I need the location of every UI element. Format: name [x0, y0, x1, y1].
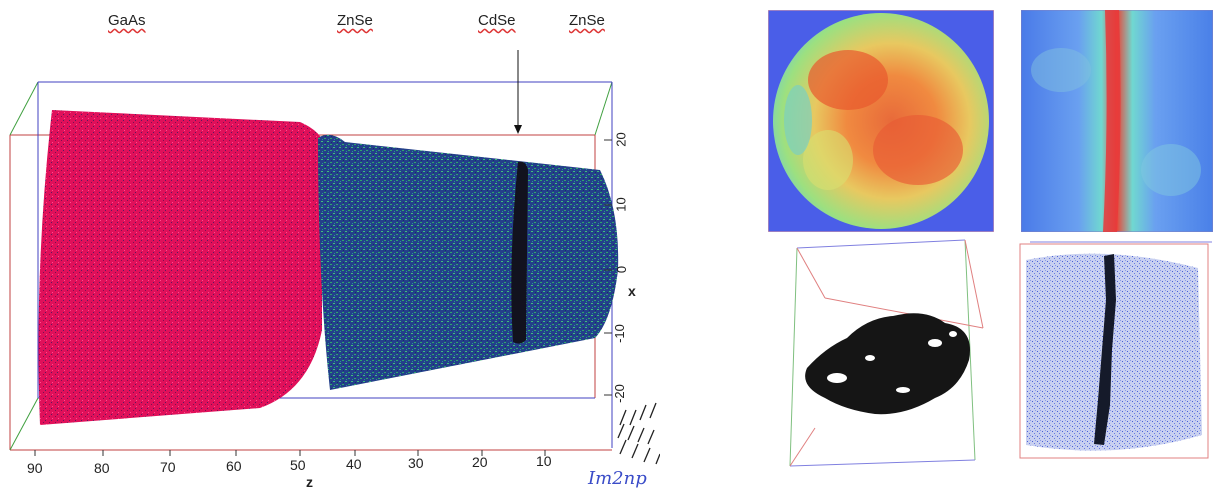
- z-tick-70: 70: [160, 459, 176, 475]
- cross-section-map: [1021, 10, 1213, 232]
- x-axis-ticks: [604, 139, 612, 396]
- x-tick-minus20: -20: [611, 384, 627, 403]
- im2np-logo: Im2np: [588, 468, 647, 489]
- wire-cdse-slab: [1019, 241, 1212, 459]
- z-axis-ticks: [34, 450, 546, 456]
- label-gaas: GaAs: [108, 12, 146, 29]
- label-znse-right: ZnSe: [569, 12, 605, 29]
- gaas-region: [38, 110, 322, 425]
- corner-axis-marks: [617, 402, 660, 465]
- z-tick-90: 90: [27, 460, 43, 476]
- x-tick-20: 20: [613, 132, 629, 147]
- x-axis-label: x: [628, 283, 636, 299]
- z-tick-40: 40: [346, 456, 362, 472]
- isosurface-box: [789, 239, 984, 467]
- z-tick-50: 50: [290, 457, 306, 473]
- label-znse-left: ZnSe: [337, 12, 373, 29]
- z-tick-60: 60: [226, 458, 242, 474]
- z-tick-20: 20: [472, 454, 488, 470]
- z-tick-30: 30: [408, 455, 424, 471]
- radial-concentration-map: [768, 10, 994, 232]
- x-tick-0: 0: [614, 265, 630, 274]
- x-tick-10: 10: [613, 197, 629, 212]
- x-tick-minus10: -10: [611, 324, 627, 343]
- label-cdse: CdSe: [478, 12, 516, 29]
- z-tick-10: 10: [536, 453, 552, 469]
- z-axis-label: z: [306, 474, 313, 490]
- atom-map-3d: [9, 50, 660, 465]
- cdse-layer: [511, 161, 528, 344]
- znse-region: [318, 134, 619, 390]
- z-tick-80: 80: [94, 460, 110, 476]
